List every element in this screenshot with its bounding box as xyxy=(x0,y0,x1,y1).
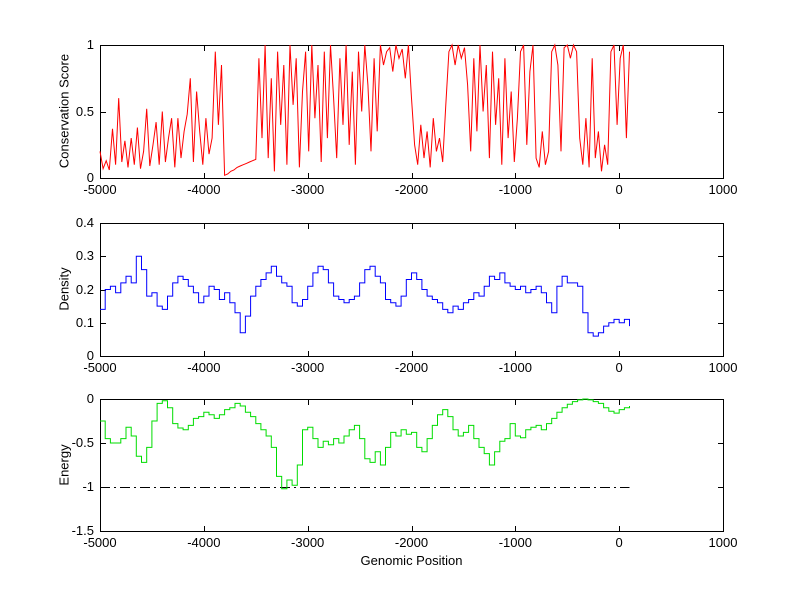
x-tick-label: -5000 xyxy=(83,360,117,375)
xlabel-genomic-position: Genomic Position xyxy=(360,553,463,568)
x-tick-label: 0 xyxy=(615,182,623,197)
plot-border xyxy=(100,399,724,532)
x-tick-label: 1000 xyxy=(708,535,738,550)
x-tick-label: -3000 xyxy=(291,535,325,550)
x-tick-label: -4000 xyxy=(187,535,221,550)
y-tick-label: 0.3 xyxy=(75,248,94,264)
x-tick-label: 0 xyxy=(615,535,623,550)
y-tick-label: 0 xyxy=(86,391,94,406)
y-tick-label: 0.2 xyxy=(75,281,94,297)
y-tick-label: -1.5 xyxy=(71,523,94,538)
y-tick-label: 0.4 xyxy=(75,215,94,230)
x-tick-label: 1000 xyxy=(708,182,738,197)
y-tick-label: 0.5 xyxy=(75,103,94,119)
x-tick-label: 0 xyxy=(615,360,623,375)
data-line-conservation-score xyxy=(99,43,630,177)
x-tick-label: -1000 xyxy=(498,535,532,550)
x-tick-label: -2000 xyxy=(394,535,429,550)
x-tick-label: 1000 xyxy=(708,360,738,375)
x-tick-label: -3000 xyxy=(291,360,325,375)
data-line-density xyxy=(100,255,630,337)
y-tick-label: 0.1 xyxy=(75,314,94,330)
y-tick-label: 0 xyxy=(86,348,94,363)
x-tick-label: -1000 xyxy=(498,360,532,375)
y-tick-label: 0 xyxy=(86,170,94,185)
y-tick-label: -1 xyxy=(82,479,94,494)
y-tick-label: -0.5 xyxy=(71,435,94,450)
x-tick-label: -2000 xyxy=(394,360,429,375)
plot-border xyxy=(100,45,724,179)
plot-border xyxy=(100,223,724,357)
y-tick-label: 1 xyxy=(86,37,94,52)
x-tick-label: -2000 xyxy=(394,182,429,197)
data-line-energy xyxy=(100,398,630,490)
x-tick-label: -4000 xyxy=(187,360,221,375)
x-tick-label: -4000 xyxy=(187,182,221,197)
x-tick-label: -3000 xyxy=(291,182,325,197)
x-tick-label: -5000 xyxy=(83,182,117,197)
x-tick-label: -5000 xyxy=(83,535,117,550)
x-tick-label: -1000 xyxy=(498,182,532,197)
